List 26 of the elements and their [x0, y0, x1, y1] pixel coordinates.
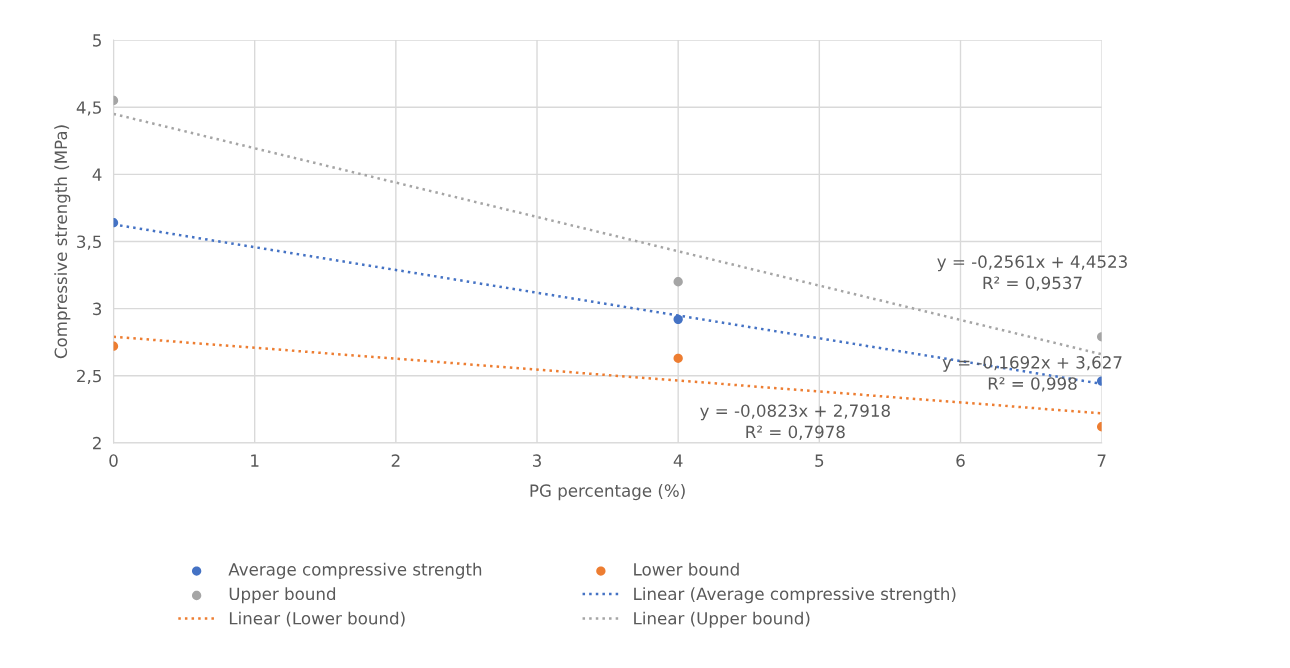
y-tick-label: 5	[93, 34, 101, 47]
x-axis-title: PG percentage (%)	[530, 484, 685, 501]
legend-label: Average compressive strength	[228, 562, 482, 579]
x-tick-label: 2	[391, 454, 400, 467]
y-axis-title: Compressive strength (MPa)	[54, 125, 71, 359]
annotation: y = -0,1692x + 3,627 R² = 0,998	[942, 356, 1122, 392]
x-tick-label: 1	[251, 454, 259, 467]
x-tick-label: 5	[815, 454, 824, 467]
x-tick-label: 7	[1097, 454, 1106, 467]
x-tick-label: 4	[673, 454, 683, 467]
legend-label: Lower bound	[634, 562, 739, 576]
annotation: y = -0,2561x + 4,4523 R² = 0,9537	[937, 255, 1127, 291]
y-tick-label: 4	[92, 168, 102, 181]
y-tick-label: 2,5	[77, 369, 101, 385]
x-tick-label: 6	[956, 454, 965, 467]
y-tick-label: 4,5	[76, 101, 101, 116]
legend-label: Linear (Lower bound)	[229, 611, 405, 627]
x-tick-label: 0	[109, 454, 118, 467]
y-tick-label: 3	[93, 302, 102, 316]
legend-label: Upper bound	[229, 587, 336, 604]
legend-label: Linear (Upper bound)	[634, 611, 810, 628]
x-tick-label: 3	[532, 454, 541, 467]
y-tick-label: 2	[93, 436, 101, 450]
y-tick-label: 3,5	[77, 235, 101, 250]
legend-label: Linear (Average compressive strength)	[634, 587, 956, 604]
annotation: y = -0,0823x + 2,7918 R² = 0,7978	[700, 404, 890, 440]
